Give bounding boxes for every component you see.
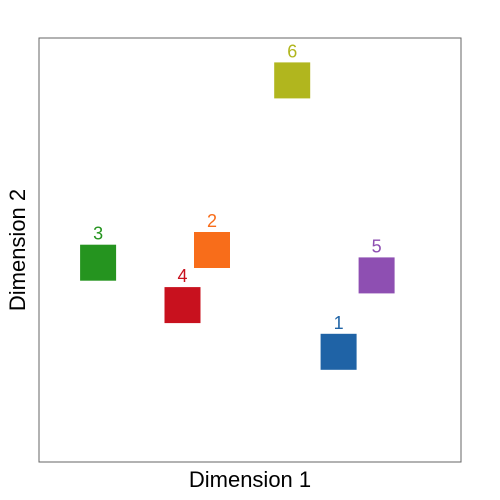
- point-marker-4: [164, 287, 201, 324]
- point-label-2: 2: [207, 211, 217, 231]
- point-marker-1: [320, 333, 357, 370]
- point-label-6: 6: [287, 41, 297, 61]
- point-label-5: 5: [372, 236, 382, 256]
- point-label-1: 1: [334, 313, 344, 333]
- point-label-3: 3: [93, 224, 103, 244]
- point-marker-3: [80, 244, 117, 281]
- point-marker-6: [274, 62, 311, 99]
- x-axis-title: Dimension 1: [189, 467, 311, 492]
- point-marker-5: [358, 257, 395, 294]
- plot-frame: [38, 37, 462, 463]
- points-layer: 1 2 3 4 5 6: [80, 41, 395, 370]
- point-label-4: 4: [177, 266, 187, 286]
- point-marker-2: [194, 232, 230, 268]
- y-axis-title: Dimension 2: [5, 189, 30, 311]
